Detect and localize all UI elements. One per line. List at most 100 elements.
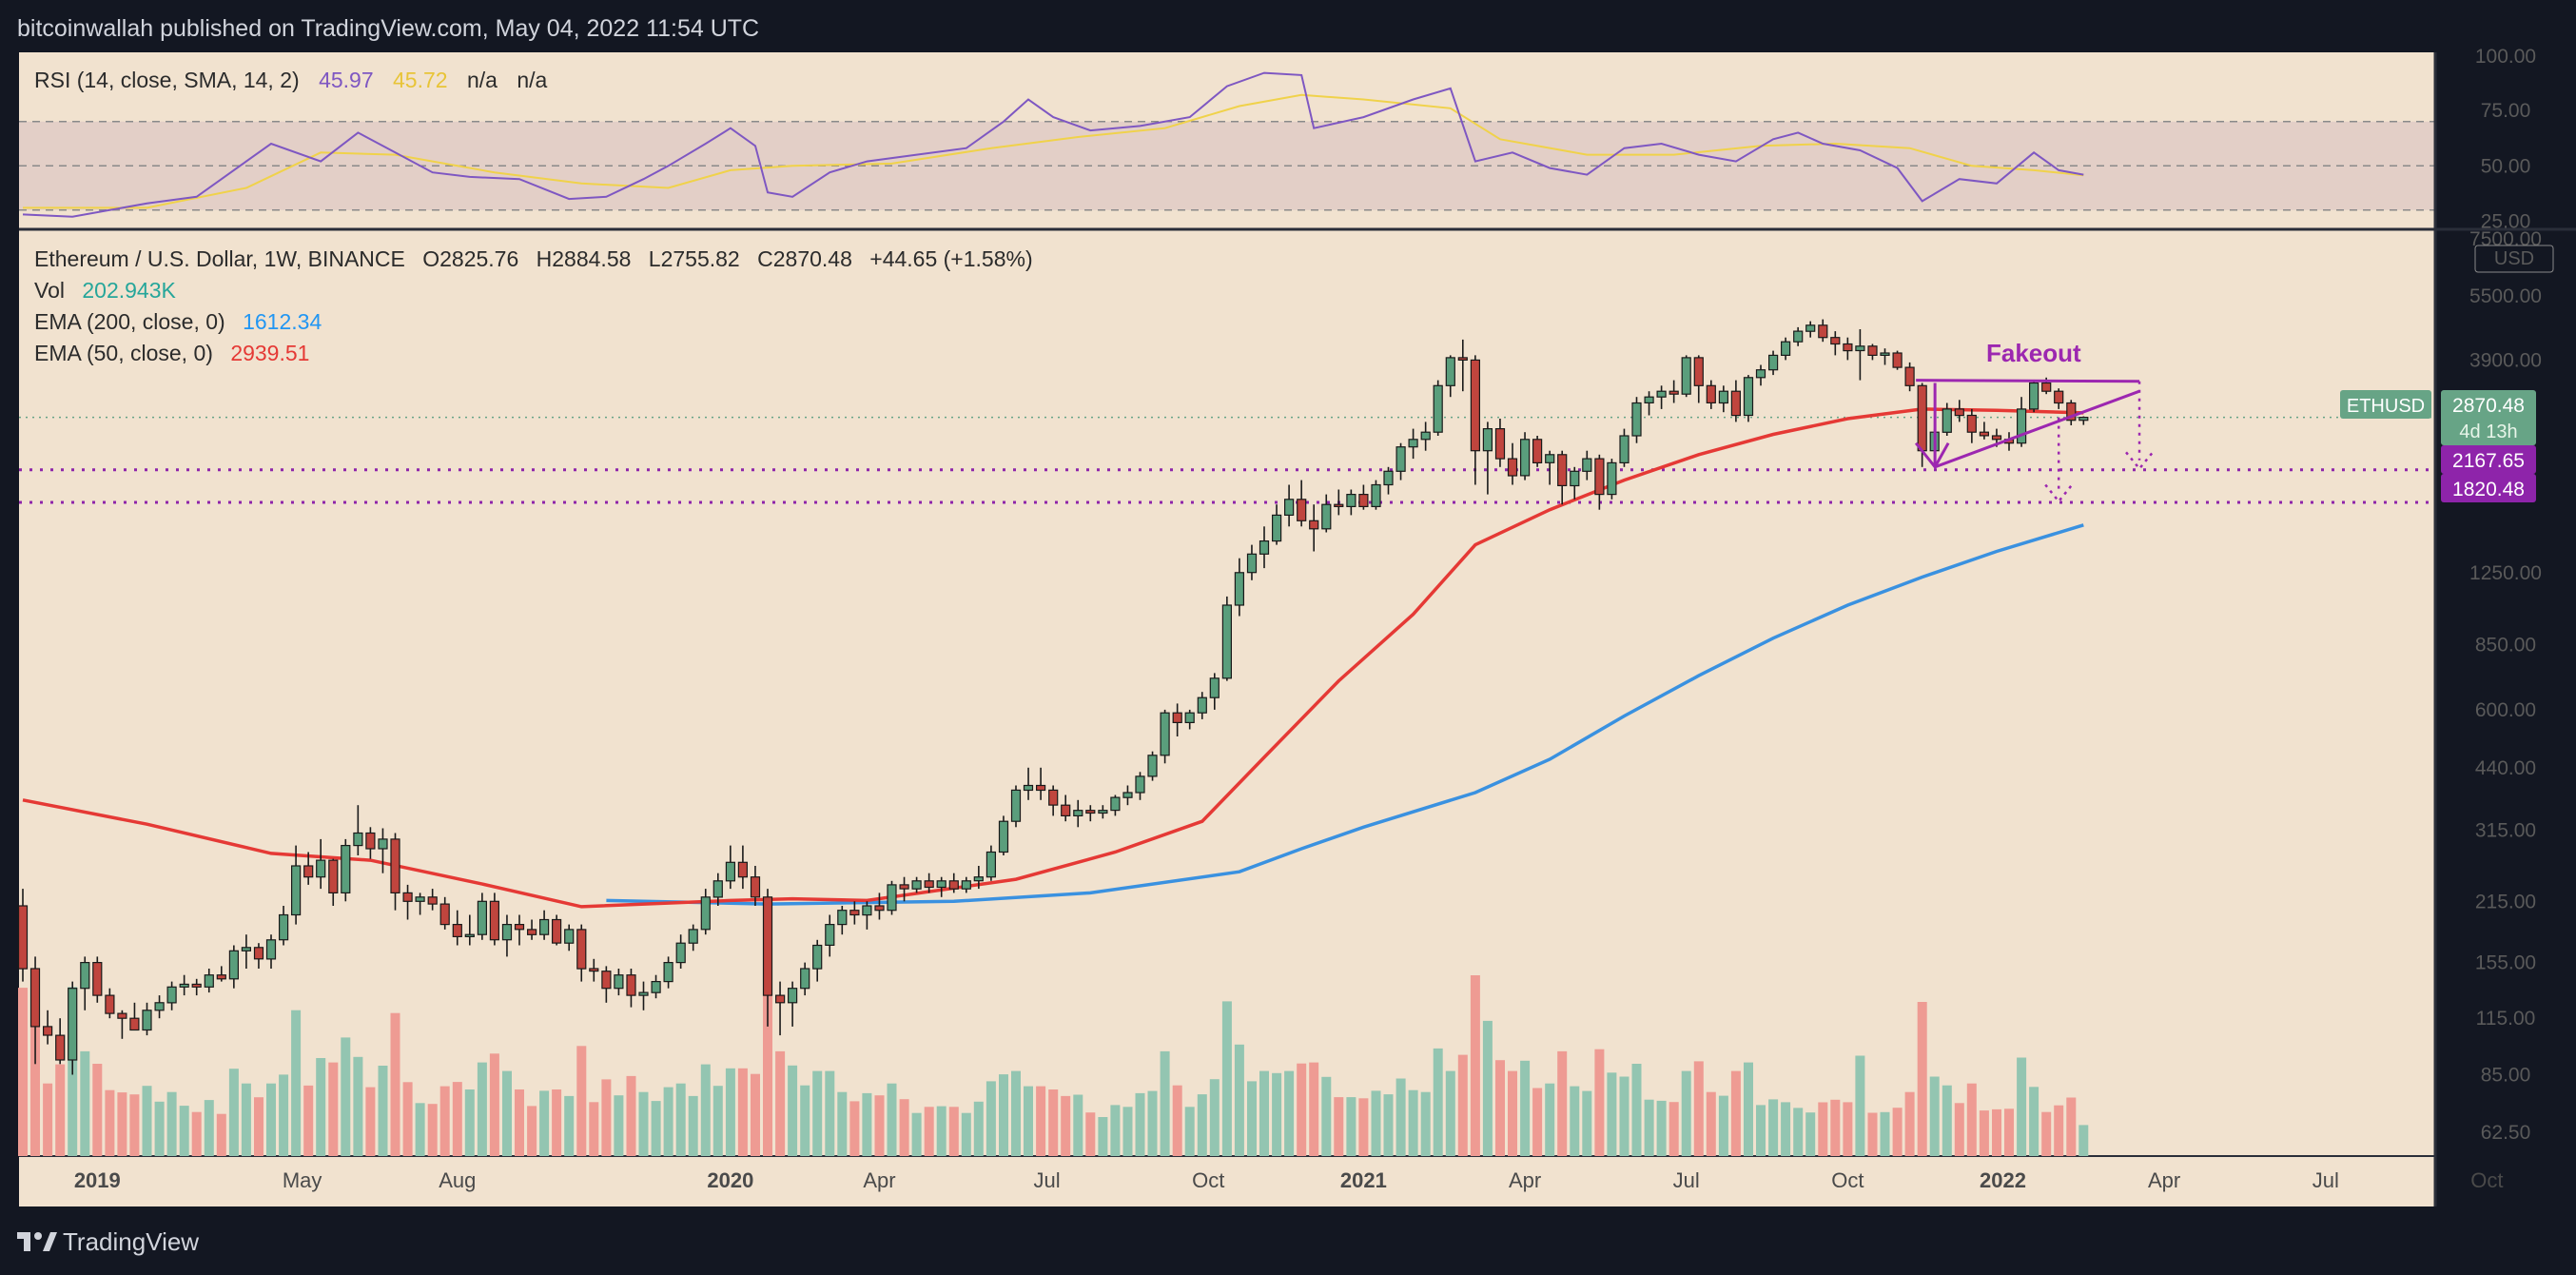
price-axis-label[interactable]: 315.00 <box>2475 819 2536 841</box>
rsi-axis-label[interactable]: 25.00 <box>2481 210 2531 232</box>
time-axis-label[interactable]: Apr <box>863 1168 895 1192</box>
rsi-axis-label[interactable]: 75.00 <box>2481 100 2531 122</box>
candle-body <box>1259 539 1270 555</box>
time-axis[interactable]: 2019 May Aug 2020 Apr Jul Oct 2021 Apr Jul Oct 2022… <box>74 1168 2504 1192</box>
time-axis-label[interactable]: Oct <box>2470 1168 2503 1192</box>
volume-bar <box>589 1102 599 1156</box>
volume-bar <box>1383 1094 1394 1156</box>
candle-body <box>1507 458 1518 477</box>
price-axis-label[interactable]: 3900.00 <box>2469 349 2542 371</box>
time-axis-label[interactable]: 2021 <box>1340 1168 1387 1192</box>
price-axis-label[interactable]: 155.00 <box>2475 952 2536 974</box>
candle <box>538 910 550 940</box>
candle-body <box>675 942 686 964</box>
candle <box>353 805 363 855</box>
candle-body <box>774 994 786 1004</box>
candle-body <box>353 832 363 847</box>
candle-body <box>1681 357 1691 395</box>
rsi-axis[interactable]: 100.00 75.00 50.00 25.00 <box>2475 46 2536 232</box>
time-axis-label[interactable]: Oct <box>1192 1168 1224 1192</box>
price-axis-label[interactable]: 85.00 <box>2481 1065 2531 1087</box>
time-axis-label[interactable]: Jul <box>2313 1168 2339 1192</box>
candle-body <box>1346 493 1356 507</box>
rsi-axis-label[interactable]: 50.00 <box>2481 155 2531 177</box>
candle <box>1395 442 1406 481</box>
candle <box>1147 751 1158 781</box>
volume-bar <box>1284 1070 1295 1156</box>
currency-label[interactable]: USD <box>2494 248 2534 269</box>
volume-bar <box>179 1106 189 1156</box>
price-axis-label[interactable]: 115.00 <box>2476 1008 2536 1030</box>
rsi-axis-label[interactable]: 100.00 <box>2475 46 2536 68</box>
time-axis-label[interactable]: Aug <box>439 1168 476 1192</box>
time-axis-label[interactable]: Oct <box>1831 1168 1864 1192</box>
candle <box>1755 364 1766 386</box>
candle-body <box>1048 789 1059 806</box>
triangle-resistance <box>1916 379 2140 383</box>
time-axis-label[interactable]: Apr <box>1509 1168 1541 1192</box>
candle <box>651 974 661 999</box>
currency-box[interactable] <box>2474 245 2554 273</box>
candle-body <box>1867 345 1878 356</box>
price-axis-label[interactable]: 850.00 <box>2475 634 2536 656</box>
candle-body <box>1010 789 1022 822</box>
volume-bar <box>204 1100 214 1156</box>
volume-bar <box>216 1113 226 1156</box>
time-axis-label[interactable]: May <box>283 1168 322 1192</box>
time-axis-label[interactable]: 2019 <box>74 1168 121 1192</box>
price-axis-label[interactable]: 440.00 <box>2475 757 2536 779</box>
price-axis-label[interactable]: 1250.00 <box>2469 562 2542 584</box>
volume-bar <box>1147 1090 1158 1156</box>
candle <box>936 876 946 897</box>
candle <box>1656 385 1667 409</box>
candle-body <box>1283 499 1295 516</box>
candle-body <box>80 961 90 990</box>
volume-bar <box>936 1106 946 1156</box>
price-axis[interactable]: 7500.00 5500.00 3900.00 1250.00 850.00 600.00… <box>2469 228 2542 1144</box>
time-axis-label[interactable]: Jul <box>1673 1168 1700 1192</box>
candle-body <box>1830 337 1841 345</box>
level-tag-2: 1820.48 <box>2441 474 2536 502</box>
price-axis-label[interactable]: 600.00 <box>2475 699 2536 721</box>
price-axis-label[interactable]: 215.00 <box>2475 891 2536 912</box>
candle-body <box>1023 784 1034 792</box>
candle <box>142 1002 152 1036</box>
ticker-tag-bg <box>2340 390 2431 419</box>
price-axis-label[interactable]: 7500.00 <box>2469 228 2542 250</box>
time-axis-label[interactable]: Jul <box>1034 1168 1061 1192</box>
volume-bar <box>80 1050 90 1156</box>
symbol-name: Ethereum / U.S. Dollar, 1W, BINANCE <box>34 246 405 271</box>
price-axis-label[interactable]: 62.50 <box>2481 1122 2531 1144</box>
candle <box>862 901 872 930</box>
candle <box>973 866 984 890</box>
fakeout-annotation[interactable]: Fakeout <box>1986 339 2081 367</box>
time-axis-label[interactable]: 2020 <box>707 1168 753 1192</box>
volume-bar <box>1135 1092 1145 1156</box>
candle-body <box>253 947 264 960</box>
candle-body <box>439 903 450 926</box>
candle <box>1023 767 1034 800</box>
candle <box>1271 504 1282 545</box>
candle <box>154 995 165 1019</box>
candle <box>1767 350 1779 376</box>
volume-bar <box>2029 1087 2039 1156</box>
time-axis-label[interactable]: 2022 <box>1980 1168 2026 1192</box>
candle-body <box>564 929 575 944</box>
volume-bar <box>1358 1098 1369 1156</box>
time-axis-label[interactable]: Apr <box>2148 1168 2180 1192</box>
candle-body <box>1557 454 1568 486</box>
candle-body <box>129 1017 140 1031</box>
volume-bar <box>2066 1097 2077 1156</box>
candle <box>291 845 302 925</box>
volume-bar <box>427 1104 438 1156</box>
candle-body <box>1433 384 1443 433</box>
volume-bar <box>1781 1102 1791 1156</box>
candle <box>2017 397 2027 447</box>
candle-body <box>700 896 711 931</box>
candle-body <box>1482 428 1493 452</box>
price-axis-label[interactable]: 5500.00 <box>2469 285 2542 307</box>
candle <box>1259 526 1270 569</box>
candle <box>92 956 103 1003</box>
volume-bar <box>1247 1081 1257 1156</box>
